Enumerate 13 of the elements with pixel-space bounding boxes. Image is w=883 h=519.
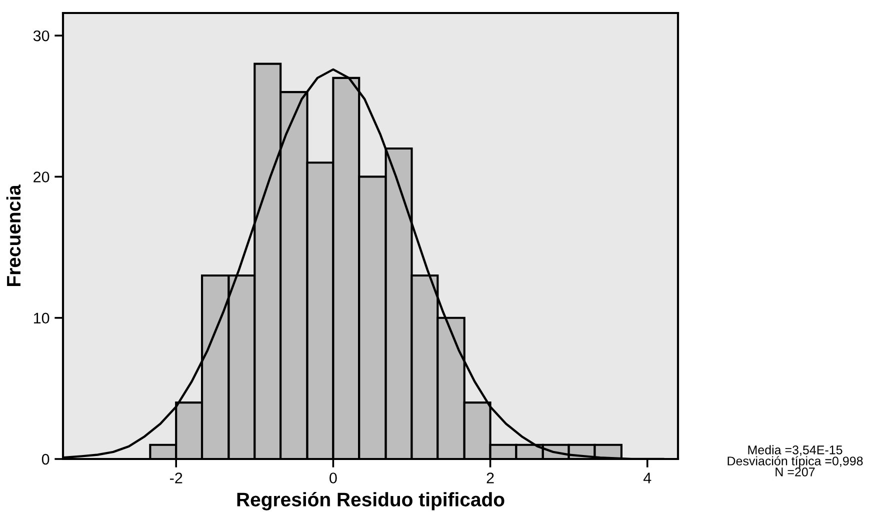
y-tick-label: 10 — [34, 312, 50, 324]
x-tick-label: 0 — [330, 472, 337, 484]
x-tick-label: -2 — [170, 472, 182, 484]
text: N =207 — [776, 468, 815, 476]
x-tick-label: 4 — [643, 472, 652, 484]
y-tick-label: 20 — [34, 172, 50, 182]
x-tick-label: 2 — [486, 472, 494, 484]
x-axis-title: Regresión Residuo tipificado — [237, 492, 504, 510]
y-tick-label: 0 — [42, 454, 50, 465]
y-axis-title: Frecuencia — [6, 184, 21, 286]
text: Desviación típica =0,998 — [728, 456, 863, 468]
y-tick-label: 30 — [33, 30, 50, 42]
text: Media =3,54E-15 — [748, 445, 842, 456]
